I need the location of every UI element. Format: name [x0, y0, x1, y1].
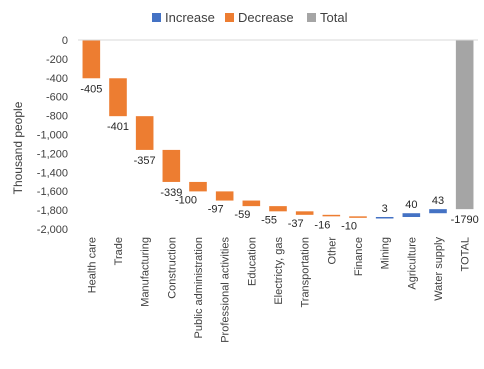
bar-2: [109, 78, 127, 117]
y-axis-title: Thousand people: [11, 101, 25, 194]
y-tick-label: -1,000: [37, 130, 68, 142]
bar-9: [295, 211, 314, 215]
legend-item-increase: Increase: [152, 10, 215, 25]
data-label: -405: [80, 83, 102, 95]
y-tick-label: -1,200: [37, 148, 68, 160]
bar-12: [375, 216, 394, 219]
x-tick-label: Manufacturing: [140, 237, 152, 307]
bar-11: [349, 216, 367, 218]
legend-swatch: [225, 13, 234, 22]
data-label: -100: [175, 194, 197, 206]
y-tick-label: -800: [46, 111, 68, 123]
legend-label: Increase: [165, 10, 215, 25]
bars: -405 -401 -357 -339-100 -97 -59 -55 -37 -16 -10 3 4…: [80, 40, 479, 232]
x-tick-label: Electricty, gas: [273, 237, 285, 305]
y-tick-label: -200: [46, 54, 68, 66]
data-label: -16: [314, 219, 330, 231]
bar-1: [82, 40, 101, 79]
data-label: -401: [107, 121, 129, 133]
data-label: -1790: [451, 214, 479, 226]
legend-label: Total: [320, 10, 348, 25]
y-tick-label: -2,000: [37, 224, 68, 236]
data-label: -357: [134, 155, 156, 167]
data-label: -97: [208, 204, 224, 216]
chart-legend: Increase Decrease Total: [152, 10, 348, 25]
x-tick-label: Health care: [86, 237, 98, 293]
data-label: -59: [234, 209, 250, 221]
x-tick-label: Education: [246, 237, 258, 286]
y-tick-label: 0: [62, 35, 68, 47]
x-tick-label: Agriculture: [406, 237, 418, 290]
bar-13: [402, 213, 421, 217]
x-tick-label: Trade: [113, 237, 125, 265]
data-label: 40: [405, 199, 417, 211]
bar-10: [322, 214, 341, 217]
bar-8: [269, 206, 287, 212]
x-tick-label: Transportation: [300, 237, 312, 308]
x-tick-label: Finance: [353, 237, 365, 276]
legend-swatch: [152, 13, 161, 22]
x-tick-label: Construction: [166, 237, 178, 299]
x-axis: Health care Trade Manufacturing Constructio…: [78, 39, 478, 343]
data-label: -55: [261, 214, 277, 226]
y-tick-label: -600: [46, 92, 68, 104]
data-label: -37: [288, 218, 304, 230]
bar-4: [162, 149, 181, 182]
x-tick-label: Water supply: [433, 237, 445, 301]
legend-label: Decrease: [238, 10, 294, 25]
x-tick-label: Mining: [380, 237, 392, 269]
y-tick-label: -1,800: [37, 205, 68, 217]
y-axis: 0 -200 -400 -600 -800 -1,000 -1,200 -1,400 -1,60…: [37, 35, 68, 236]
data-label: -339: [160, 187, 182, 199]
bar-6: [215, 191, 234, 201]
legend-item-total: Total: [307, 10, 348, 25]
x-tick-label: Professional activities: [220, 237, 232, 343]
data-label: 3: [382, 203, 388, 215]
x-tick-label: TOTAL: [460, 237, 472, 271]
bar-3: [135, 116, 154, 150]
bar-15: [455, 40, 474, 210]
y-tick-label: -1,600: [37, 186, 68, 198]
bar-14: [429, 209, 447, 214]
y-tick-label: -400: [46, 73, 68, 85]
x-tick-label: Public administration: [193, 237, 205, 339]
bar-7: [242, 200, 261, 207]
data-label: -10: [341, 220, 357, 232]
data-label: 43: [432, 195, 444, 207]
bar-5: [189, 181, 207, 192]
y-tick-label: -1,400: [37, 167, 68, 179]
legend-swatch: [307, 13, 316, 22]
x-tick-label: Other: [326, 237, 338, 265]
legend-item-decrease: Decrease: [225, 10, 294, 25]
